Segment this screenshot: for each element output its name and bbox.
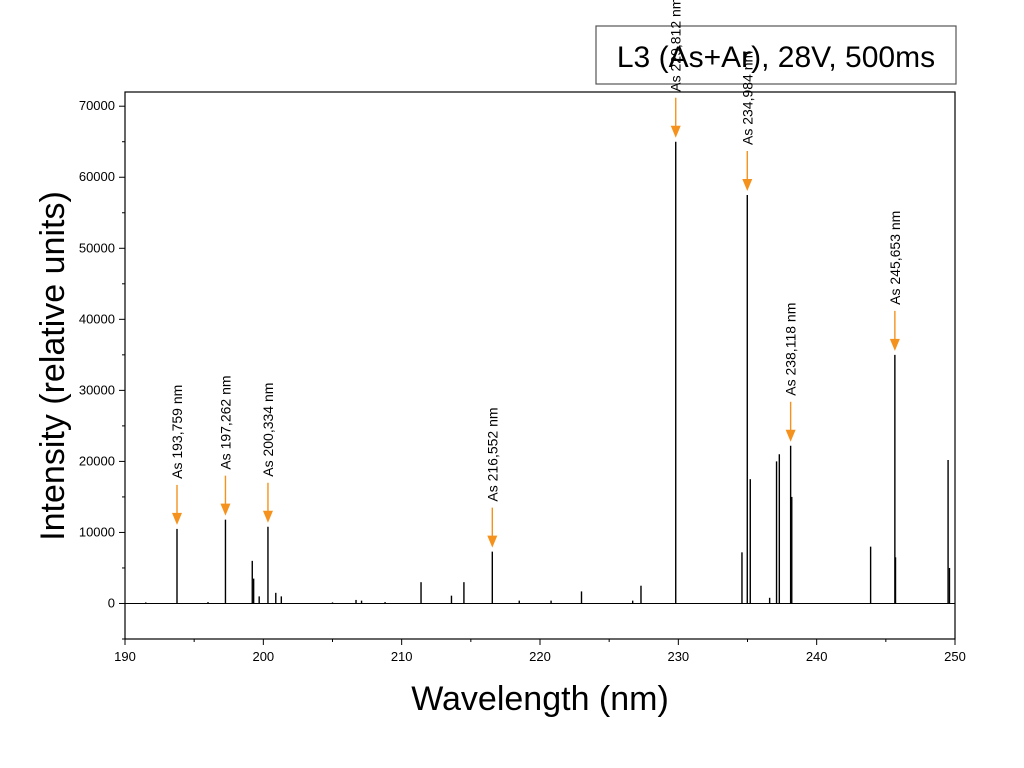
y-axis: 0 10000 20000 30000 40000 50000 60000 70000 [79,98,125,640]
x-tick-label: 200 [252,649,274,664]
annotation-arrow-head [889,338,900,351]
annotation-arrow-head [262,510,273,523]
chart-title-box: L3 (As+Ar), 28V, 500ms [595,25,957,85]
y-tick-label: 40000 [79,311,115,326]
peak-annotations: As 193,759 nm As 197,262 nm As 200,334 nm A… [169,0,903,548]
x-tick-label: 240 [806,649,828,664]
peak-label: As 245,653 nm [887,211,903,305]
x-tick-label: 220 [529,649,551,664]
x-tick-label: 190 [114,649,136,664]
y-tick-label: 50000 [79,240,115,255]
plot-frame [124,91,956,640]
y-tick-label: 70000 [79,98,115,113]
annotation-arrow-head [220,503,231,516]
peak-label: As 216,552 nm [484,407,500,501]
annotation-arrow-head [742,179,753,192]
x-axis: 190 200 210 220 230 240 250 [114,639,966,664]
peak-label: As 238,118 nm [783,303,799,396]
annotation-arrow-head [487,535,498,548]
x-tick-label: 210 [391,649,413,664]
title-frame [595,25,957,85]
annotation-arrow-head [670,125,681,138]
x-axis-title: Wavelength (nm) [411,680,669,718]
y-tick-label: 10000 [79,524,115,539]
y-tick-label: 30000 [79,382,115,397]
y-tick-label: 0 [108,595,115,610]
annotation-arrow-head [171,512,182,525]
y-tick-label: 20000 [79,453,115,468]
spectrum-peaks [145,141,951,604]
y-tick-label: 60000 [79,169,115,184]
peak-label: As 193,759 nm [169,385,185,479]
peak-label: As 234,984 nm [739,51,755,145]
x-tick-label: 250 [944,649,966,664]
peak-label: As 200,334 nm [260,383,276,477]
peak-label: As 197,262 nm [217,375,233,469]
annotation-arrow-head [785,429,796,442]
y-axis-title: Intensity (relative units) [34,191,72,541]
chart-title: L3 (As+Ar), 28V, 500ms [617,41,935,74]
x-tick-label: 230 [667,649,689,664]
peak-label: As 229,812 nm [668,0,684,92]
